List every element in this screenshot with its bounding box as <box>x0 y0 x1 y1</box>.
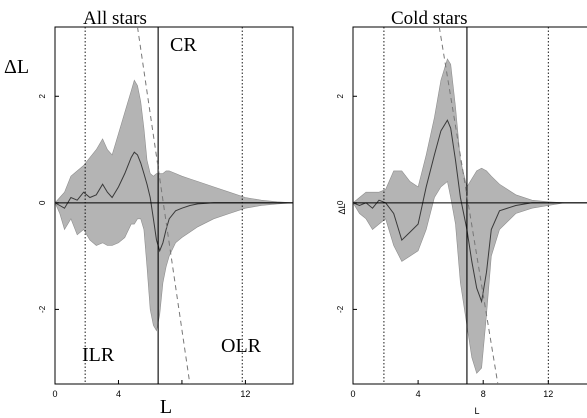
annotation-ilr: ILR <box>82 344 115 366</box>
ytick-label-all-stars--2: -2 <box>38 305 47 313</box>
panel-cold-stars-frame <box>352 26 587 385</box>
ytick-label-all-stars-2: 2 <box>38 93 47 98</box>
xtick-label-cold-stars-4: 4 <box>416 389 421 399</box>
ytick-label-all-stars-0: 0 <box>38 200 47 205</box>
panel-all-stars-xlabel: L <box>160 396 172 418</box>
corotation-dashed-line-all-stars <box>137 27 191 384</box>
xtick-label-all-stars-12: 12 <box>240 389 250 399</box>
ytick-label-cold-stars--2: -2 <box>336 305 345 313</box>
band-all-stars-0 <box>55 79 293 332</box>
xtick-label-cold-stars-8: 8 <box>481 389 486 399</box>
xtick-label-all-stars-0: 0 <box>52 389 57 399</box>
panel-all-stars-title: All stars <box>83 8 147 29</box>
panel-cold-stars-xlabel: L <box>474 406 479 416</box>
panel-cold-stars-title: Cold stars <box>391 8 468 29</box>
ytick-label-cold-stars-0: 0 <box>336 200 345 205</box>
panel-all-stars-ylabel: ΔL <box>4 56 29 78</box>
mean-line-all-stars-0 <box>55 151 293 253</box>
annotation-olr: OLR <box>221 335 262 357</box>
panel-cold-stars: 0 4 8 12 -2 0 2 Cold stars ΔL L <box>336 8 587 416</box>
panel-all-stars-frame <box>54 26 294 385</box>
xtick-label-cold-stars-12: 12 <box>543 389 553 399</box>
annotation-cr: CR <box>170 34 197 56</box>
panel-all-stars: 0 4 12 -2 0 2 All stars ΔL L CR ILR OLR <box>4 8 294 418</box>
xtick-label-cold-stars-0: 0 <box>350 389 355 399</box>
ytick-label-cold-stars-2: 2 <box>336 93 345 98</box>
corotation-dashed-line-cold-stars <box>438 27 499 384</box>
xtick-label-all-stars-4: 4 <box>116 389 121 399</box>
panel-cold-stars-ylabel: ΔL <box>337 203 347 214</box>
